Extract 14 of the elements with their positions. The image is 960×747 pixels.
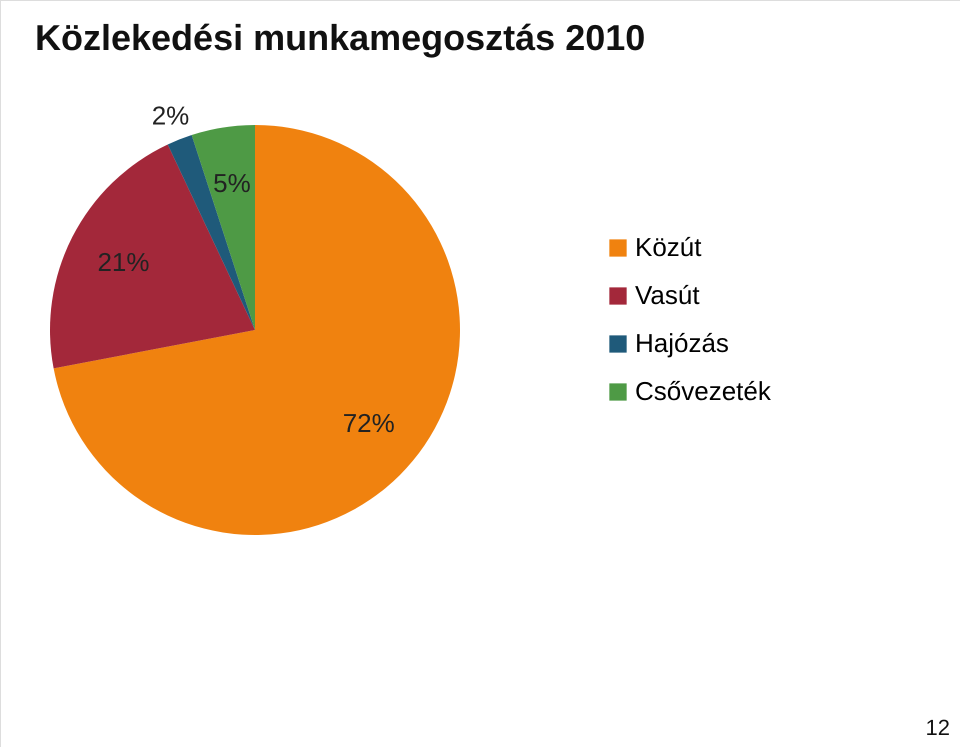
legend-label: Csővezeték <box>635 376 772 406</box>
data-label: 2% <box>152 100 190 131</box>
legend-label: Vasút <box>635 280 700 310</box>
pie-slice <box>50 144 255 368</box>
chart-title: Közlekedési munkamegosztás 2010 <box>35 17 646 58</box>
data-label: 21% <box>97 246 150 277</box>
pie-slice <box>168 135 255 330</box>
text: 12 <box>926 715 950 740</box>
data-label: 72% <box>342 408 395 438</box>
legend-label: Közút <box>635 232 702 262</box>
pie-slice <box>54 125 460 535</box>
pie-slice <box>192 125 255 330</box>
legend-label: Hajózás <box>635 328 729 358</box>
data-label: 5% <box>213 168 251 198</box>
